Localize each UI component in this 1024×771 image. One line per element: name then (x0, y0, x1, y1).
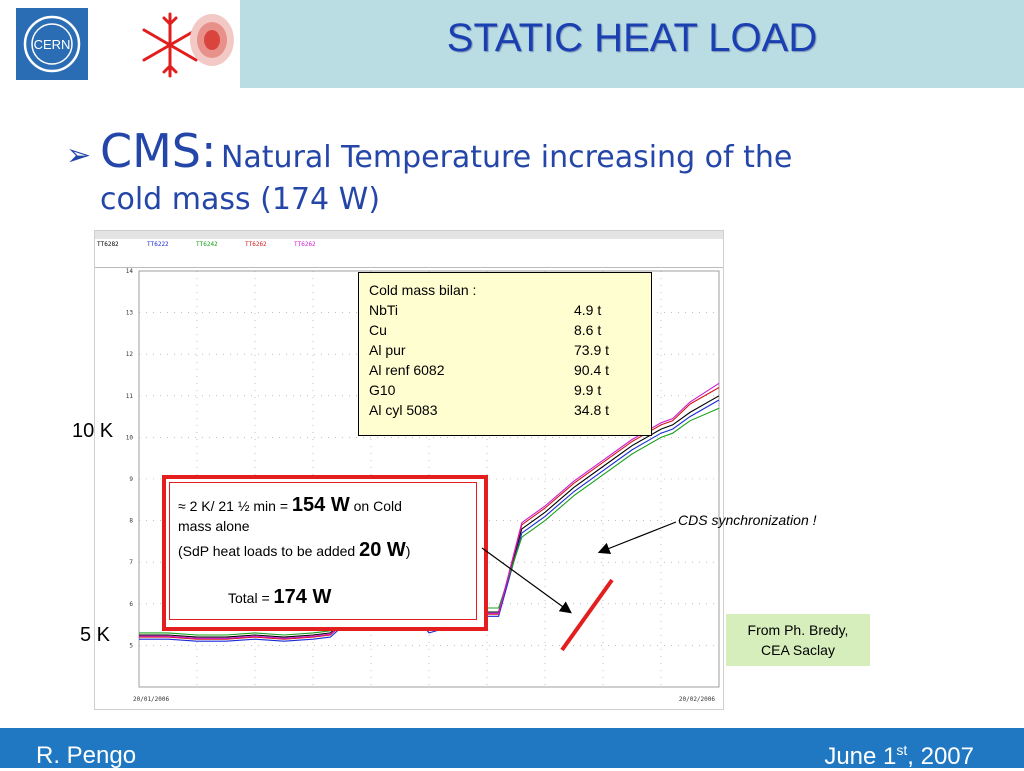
estimate-rate: ≈ 2 K/ 21 ½ min = (178, 498, 292, 514)
estimate-inner-border: ≈ 2 K/ 21 ½ min = 154 W on Cold mass alo… (169, 482, 477, 620)
slope-fit-line (560, 578, 614, 652)
bilan-row: Al pur 73.9 t (369, 342, 639, 362)
trend-tag: TT6262 (245, 241, 267, 248)
bullet-text: Natural Temperature increasing of the (220, 140, 793, 175)
bullet-line-2: cold mass (174 W) (100, 182, 381, 217)
y-tick-label: 14 (126, 268, 134, 275)
logo-text: CERN (34, 37, 71, 52)
bullet-line-1: CMS: Natural Temperature increasing of t… (100, 124, 792, 178)
bilan-material: NbTi (369, 302, 399, 318)
bullet-arrow-icon: ➢ (66, 139, 92, 172)
axis-label-5k: 5 K (80, 624, 111, 646)
y-tick-label: 7 (129, 559, 133, 566)
footer-date-main: June 1 (824, 743, 897, 770)
estimate-sdp-value: 20 W (359, 539, 406, 561)
title-band (240, 0, 1024, 88)
bilan-weight: 73.9 t (574, 342, 610, 358)
arrow-to-slope (481, 547, 572, 614)
credit-line-1: From Ph. Bredy, (747, 622, 849, 638)
slide-footer: R. Pengo June 1st, 2007 (0, 728, 1024, 771)
footer-date-year: , 2007 (907, 743, 974, 770)
y-tick-label: 9 (129, 476, 133, 483)
y-tick-label: 13 (126, 310, 134, 317)
bilan-row: Cu 8.6 t (369, 322, 639, 342)
estimate-line1-suffix: on Cold (349, 498, 402, 514)
footer-date: June 1st, 2007 (824, 742, 974, 771)
bilan-material: Al cyl 5083 (369, 402, 438, 418)
slide-title: STATIC HEAT LOAD (446, 16, 818, 60)
y-tick-label: 12 (126, 351, 134, 358)
estimate-line-3: (SdP heat loads to be added 20 W) (178, 539, 410, 562)
bilan-weight: 34.8 t (574, 402, 610, 418)
axis-label-10k: 10 K (72, 420, 114, 442)
trend-toolbar (95, 231, 723, 239)
time-label-left: 20/01/2006 (133, 696, 170, 703)
trend-tag: TT6222 (147, 241, 169, 248)
estimate-line-2: mass alone (178, 518, 250, 534)
y-tick-label: 10 (126, 434, 134, 441)
bilan-material: Al pur (369, 342, 406, 358)
arrow-to-cds-jump (597, 521, 677, 555)
trend-tag: TT6242 (196, 241, 218, 248)
trend-tag: TT6282 (97, 241, 119, 248)
cds-annotation: CDS synchronization ! (678, 512, 817, 528)
bilan-row: Al renf 6082 90.4 t (369, 362, 639, 382)
credit-line-2: CEA Saclay (761, 642, 835, 658)
trend-series-line (139, 399, 720, 642)
credit-box: From Ph. Bredy, CEA Saclay (726, 614, 870, 666)
estimate-total: Total = 174 W (228, 586, 331, 609)
bilan-title: Cold mass bilan : (369, 282, 477, 298)
bilan-weight: 4.9 t (574, 302, 602, 318)
bilan-material: Cu (369, 322, 387, 338)
cold-mass-bilan-box: Cold mass bilan : NbTi 4.9 t Cu 8.6 t Al… (358, 272, 652, 436)
bilan-material: G10 (369, 382, 396, 398)
footer-author: R. Pengo (36, 742, 137, 769)
heat-load-estimate-box: ≈ 2 K/ 21 ½ min = 154 W on Cold mass alo… (162, 475, 488, 631)
slide-header: CERN STATIC HEAT LOAD (0, 0, 1024, 88)
estimate-cold-mass-value: 154 W (291, 494, 350, 516)
bilan-row: NbTi 4.9 t (369, 302, 639, 322)
y-tick-label: 6 (129, 601, 133, 608)
estimate-line-1: ≈ 2 K/ 21 ½ min = 154 W on Cold (178, 494, 402, 517)
time-label-right: 20/02/2006 (679, 696, 716, 703)
bilan-row: Al cyl 5083 34.8 t (369, 402, 639, 422)
bilan-weight: 8.6 t (574, 322, 602, 338)
bilan-weight: 90.4 t (574, 362, 610, 378)
y-tick-label: 11 (126, 393, 134, 400)
footer-date-sup: st (896, 742, 908, 758)
trend-tag: TT6262 (294, 241, 316, 248)
cern-logo: CERN (16, 8, 88, 80)
estimate-sdp-text: (SdP heat loads to be added (178, 543, 360, 559)
estimate-sdp-suffix: ) (405, 543, 411, 559)
bilan-material: Al renf 6082 (369, 362, 445, 378)
bilan-row: G10 9.9 t (369, 382, 639, 402)
bilan-weight: 9.9 t (574, 382, 602, 398)
y-tick-label: 5 (129, 642, 133, 649)
snowflake-icon (140, 6, 240, 84)
y-tick-label: 8 (129, 518, 133, 525)
trend-chart-header: TT6282 TT6222 TT6242 TT6262 TT6262 (95, 231, 723, 268)
estimate-total-label: Total = (228, 590, 274, 606)
bullet-heading: CMS: (100, 124, 217, 178)
estimate-total-value: 174 W (273, 586, 332, 608)
